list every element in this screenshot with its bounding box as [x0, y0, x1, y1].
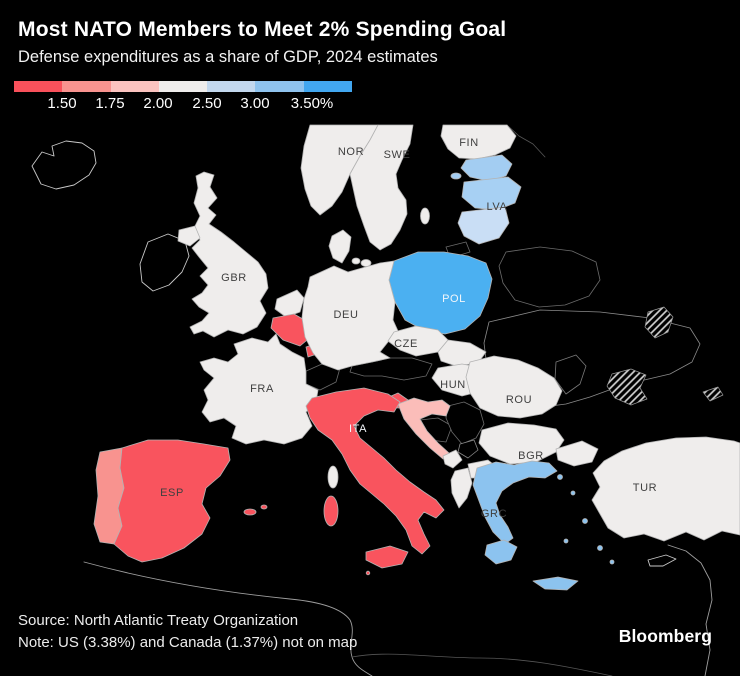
island-gotland — [420, 207, 430, 225]
island-sardinia — [323, 495, 339, 527]
aegean-island — [570, 490, 576, 496]
country-label-swe: SWE — [384, 149, 411, 161]
country-poland — [388, 251, 493, 335]
island-menorca — [260, 504, 268, 510]
country-label-fra: FRA — [250, 383, 274, 395]
country-label-cze: CZE — [394, 338, 418, 350]
country-serbia — [445, 401, 485, 445]
country-label-rou: ROU — [506, 394, 532, 406]
legend-swatch — [207, 81, 256, 92]
legend-swatch — [158, 81, 208, 92]
country-label-pol: POL — [442, 293, 466, 305]
country-label-esp: ESP — [160, 487, 184, 499]
country-label-deu: DEU — [333, 309, 358, 321]
island-saaremaa — [450, 172, 462, 180]
country-spain — [113, 439, 231, 563]
country-label-bgr: BGR — [518, 450, 544, 462]
country-label-hun: HUN — [440, 379, 466, 391]
country-iceland — [31, 140, 97, 190]
country-germany — [301, 260, 399, 371]
country-belarus — [498, 246, 601, 308]
country-montenegro — [442, 449, 463, 469]
region-peloponnese — [484, 539, 518, 565]
island-zealand — [360, 259, 372, 267]
island-sicily — [365, 545, 409, 569]
island-crete — [532, 576, 579, 591]
country-italy — [305, 387, 445, 555]
legend-tick: 3.50% — [290, 95, 334, 112]
bloomberg-logo: Bloomberg — [618, 626, 712, 646]
source-line: Source: North Atlantic Treaty Organizati… — [18, 612, 299, 629]
country-label-nor: NOR — [338, 146, 364, 158]
legend-swatch — [255, 81, 304, 92]
note-line: Note: US (3.38%) and Canada (1.37%) not … — [18, 634, 358, 651]
russia-border-line — [506, 124, 546, 158]
aegean-island — [557, 474, 563, 480]
country-label-grc: GRC — [481, 508, 507, 520]
country-belgium — [270, 313, 313, 347]
country-latvia — [461, 176, 522, 211]
aegean-island — [582, 518, 588, 524]
country-bulgaria — [478, 422, 565, 465]
chart-header: Most NATO Members to Meet 2% Spending Go… — [18, 18, 722, 67]
island-corsica — [327, 465, 339, 489]
legend-swatch — [14, 81, 63, 92]
country-denmark — [328, 229, 352, 264]
chart-subtitle: Defense expenditures as a share of GDP, … — [18, 48, 438, 67]
country-lithuania — [457, 206, 510, 245]
country-great-britain — [189, 171, 269, 338]
legend-tick-labels: 1.50 1.75 2.00 2.50 3.00 3.50% — [0, 95, 420, 115]
country-turkey — [591, 436, 740, 542]
legend-swatch — [110, 81, 159, 92]
legend-swatch — [303, 81, 352, 92]
island-funen — [351, 257, 361, 265]
region-kosovo — [457, 439, 479, 459]
country-label-tur: TUR — [633, 482, 657, 494]
country-label-lva: LVA — [487, 201, 508, 213]
country-albania — [450, 467, 473, 509]
levant-coastline — [667, 544, 713, 676]
island-rhodes — [609, 559, 615, 565]
legend-tick: 3.00 — [240, 95, 270, 112]
legend-tick: 2.50 — [192, 95, 222, 112]
country-romania — [465, 355, 563, 419]
country-slovakia — [437, 339, 487, 367]
country-cyprus — [647, 554, 677, 567]
island-pantelleria — [365, 570, 371, 576]
libya-coastline — [351, 653, 613, 676]
country-sweden — [349, 124, 414, 251]
country-croatia — [397, 397, 451, 460]
legend-color-bar — [14, 81, 352, 92]
legend-swatch — [62, 81, 111, 92]
hatched-region — [606, 368, 648, 406]
chart-title: Most NATO Members to Meet 2% Spending Go… — [18, 18, 507, 41]
country-label-ita: ITA — [349, 423, 367, 435]
hatched-region — [702, 386, 724, 402]
region-northern-ireland — [177, 225, 201, 247]
hatched-region — [644, 306, 674, 339]
legend-tick: 1.75 — [95, 95, 125, 112]
aegean-island — [597, 545, 603, 551]
country-netherlands — [274, 289, 305, 318]
country-greece — [472, 460, 558, 545]
north-africa-coastline — [83, 561, 373, 676]
country-france — [199, 333, 319, 445]
region-turkish-thrace — [555, 440, 599, 467]
country-label-fin: FIN — [459, 137, 479, 149]
country-label-gbr: GBR — [221, 272, 247, 284]
aegean-island — [563, 538, 569, 544]
country-ireland — [139, 233, 190, 292]
legend-tick: 1.50 — [47, 95, 77, 112]
country-portugal — [93, 447, 125, 545]
legend-tick: 2.00 — [143, 95, 173, 112]
island-mallorca — [243, 508, 257, 516]
